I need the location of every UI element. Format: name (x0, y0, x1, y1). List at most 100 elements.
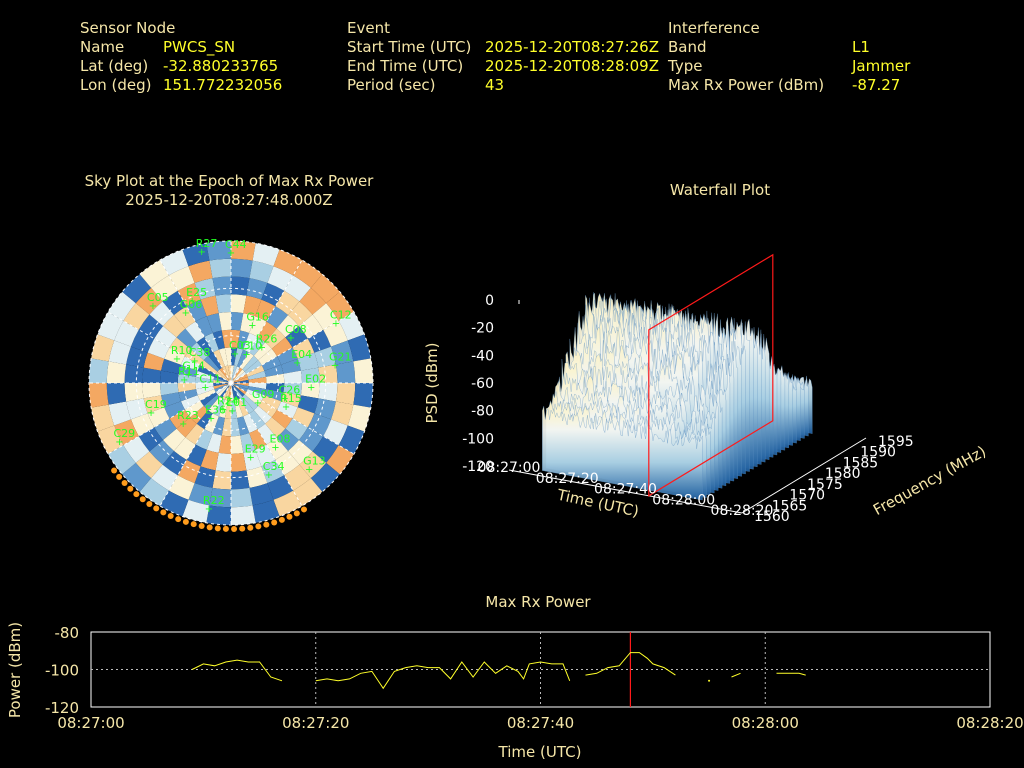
sky-cell (213, 383, 231, 387)
sky-cell (243, 449, 262, 471)
sky-cell (323, 419, 348, 446)
sky-cell (215, 452, 231, 472)
sky-cell (185, 423, 205, 445)
sky-cell (218, 348, 228, 367)
sky-cell (248, 383, 267, 390)
time-axis (508, 469, 743, 514)
sky-cell (227, 383, 231, 401)
sky-cell (124, 364, 144, 383)
sky-cell (89, 383, 109, 408)
sky-cell (188, 483, 213, 506)
lat-value: -32.880233765 (163, 57, 279, 75)
sky-cell (164, 401, 185, 419)
satellite-marker: + (219, 404, 227, 415)
sky-cell (335, 383, 356, 405)
power-series-line (585, 652, 676, 676)
sky-cell (264, 389, 284, 402)
satellite-label: C05 (147, 291, 169, 304)
sky-cell (185, 321, 205, 343)
sky-cell (89, 358, 109, 383)
edge-marker (247, 524, 254, 531)
period-label: Period (sec) (347, 76, 436, 94)
sky-cell (277, 347, 298, 365)
elevation-ring (183, 335, 279, 431)
satellite-marker: + (331, 361, 339, 372)
sky-cell (169, 337, 191, 357)
sky-cell (184, 400, 204, 418)
sky-cell (244, 391, 262, 406)
sky-cell (248, 376, 267, 383)
satellite-label: E36 (205, 403, 226, 416)
sky-cell (138, 427, 164, 452)
sky-cell (212, 276, 231, 296)
z-tick-label: -100 (462, 431, 494, 447)
sky-cell (253, 405, 272, 424)
satellite-label: C38 (189, 346, 211, 359)
max-rx-label: Max Rx Power (dBm) (668, 76, 825, 94)
sky-cell (257, 423, 277, 445)
satellite-label: E01 (226, 396, 247, 409)
sky-cell (123, 436, 150, 463)
sky-cell (312, 303, 339, 330)
satellite-label: E02 (305, 373, 326, 386)
z-tick-label: -120 (462, 459, 494, 475)
x-tick-label: 08:27:40 (507, 714, 574, 732)
sky-cell (281, 358, 301, 374)
sky-cell (258, 400, 278, 418)
sky-cell (246, 466, 268, 488)
sky-cell (253, 342, 272, 361)
sky-cell (196, 370, 215, 380)
z-tick-label: -60 (471, 376, 494, 392)
sky-cell (186, 444, 207, 467)
satellite-marker: + (228, 406, 236, 417)
sky-cell (108, 340, 131, 365)
edge-marker (121, 479, 128, 486)
sky-cell (160, 370, 179, 383)
sky-cell (200, 449, 219, 471)
satellite-marker: + (247, 453, 255, 464)
satellite-marker: + (184, 370, 192, 381)
sky-cell (178, 364, 198, 377)
edge-marker (271, 519, 278, 526)
frequency-tick-label: 1565 (772, 498, 808, 514)
sky-cell (249, 260, 274, 283)
sky-cell (237, 416, 250, 436)
sky-cell (122, 462, 152, 492)
sky-cell (224, 400, 231, 419)
sky-cell (154, 325, 177, 348)
sky-cell (273, 249, 302, 276)
satellite-marker: + (115, 437, 123, 448)
sky-cell (91, 404, 115, 432)
lon-value: 151.772232056 (163, 76, 283, 94)
sky-cell (242, 355, 259, 372)
sky-cell (248, 410, 266, 430)
sky-cell (275, 450, 300, 476)
sky-cell (106, 361, 127, 383)
satellite-label: C11 (199, 372, 221, 385)
sky-cell (231, 376, 249, 383)
satellite-marker: + (190, 356, 198, 367)
sky-cell (212, 330, 225, 350)
edge-marker (190, 521, 197, 528)
sky-cell (231, 312, 244, 331)
edge-marker (239, 525, 246, 532)
elevation-ring (135, 287, 327, 479)
max-rx-ylabel: Power (dBm) (6, 622, 24, 718)
sky-cell (219, 367, 231, 383)
sky-cell (97, 425, 124, 454)
satellite-label: R26 (256, 332, 278, 345)
sky-cell (162, 290, 187, 316)
type-label: Type (668, 57, 703, 75)
sky-cell (237, 398, 249, 417)
sky-cell (194, 278, 216, 300)
sky-cell (182, 499, 210, 523)
satellite-label: G13 (303, 454, 326, 467)
sky-cell (200, 391, 218, 406)
satellite-marker: + (227, 248, 235, 259)
max-rx-xlabel: Time (UTC) (498, 743, 582, 761)
sky-cell (231, 400, 238, 419)
sky-cell (255, 299, 276, 322)
sky-cell (203, 394, 220, 411)
end-time-value: 2025-12-20T08:28:09Z (485, 57, 659, 75)
